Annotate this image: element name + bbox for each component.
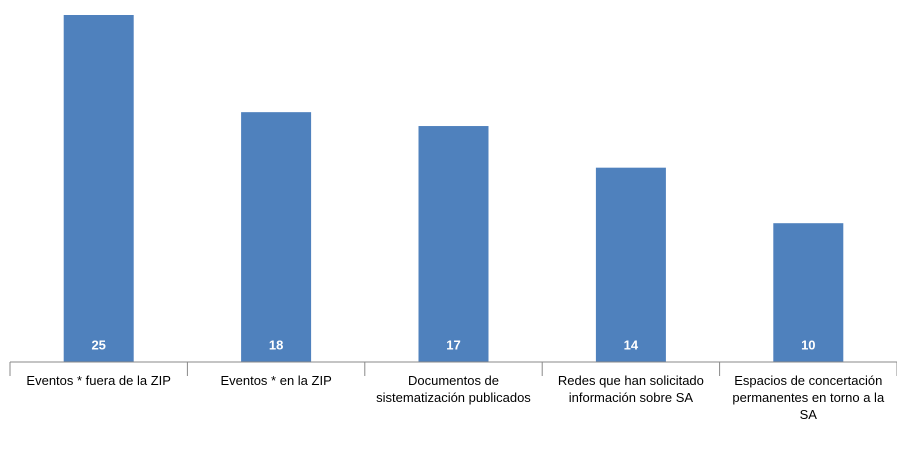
data-label: 10	[801, 337, 815, 352]
data-label: 25	[91, 337, 105, 352]
data-label: 18	[269, 337, 283, 352]
bar	[418, 126, 489, 362]
x-tick-label: Redes que han solicitado información sob…	[557, 373, 704, 405]
x-tick-label: Documentos de sistematización publicados	[376, 373, 531, 405]
data-label: 14	[624, 337, 639, 352]
x-tick-label: Espacios de concertación permanentes en …	[732, 373, 885, 422]
x-tick-label: Eventos * en la ZIP	[220, 373, 332, 388]
bar	[63, 15, 134, 362]
data-label: 17	[446, 337, 460, 352]
bar	[595, 167, 666, 362]
x-tick-label: Eventos * fuera de la ZIP	[26, 373, 171, 388]
bar	[773, 223, 844, 362]
bar	[241, 112, 312, 362]
